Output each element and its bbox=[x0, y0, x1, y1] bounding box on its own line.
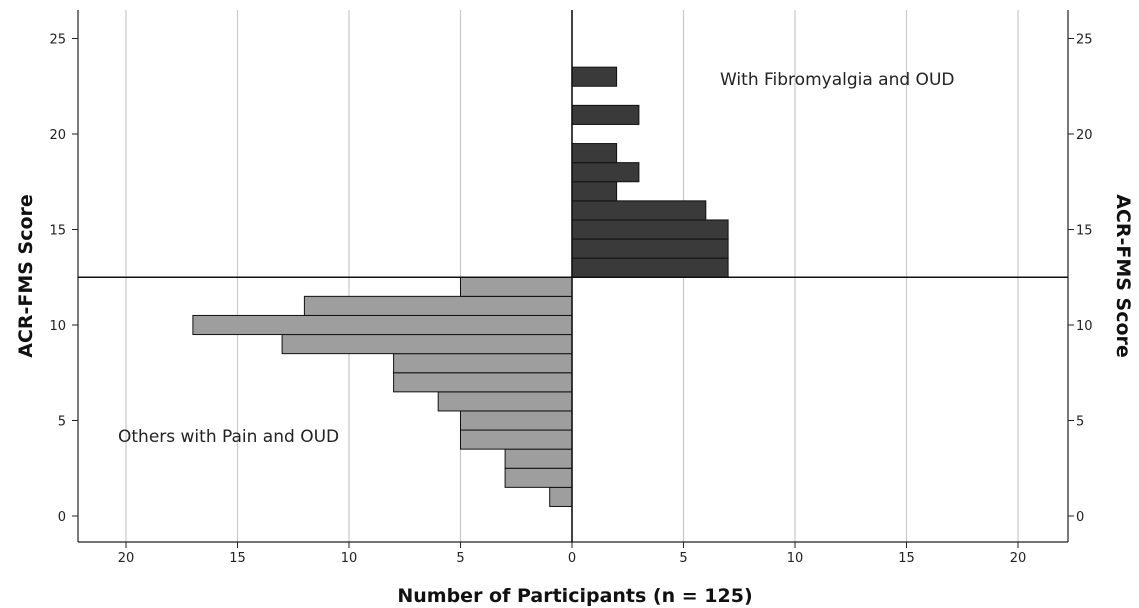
y-tick-label-left: 15 bbox=[49, 224, 66, 239]
x-tick-label: 20 bbox=[118, 551, 135, 566]
bar-fibromyalgia bbox=[571, 238, 729, 259]
bar-others bbox=[437, 391, 573, 412]
y-tick-label-right: 20 bbox=[1076, 128, 1093, 143]
bar-others bbox=[192, 314, 573, 336]
series-label-fibromyalgia: With Fibromyalgia and OUD bbox=[720, 70, 954, 90]
bar-others bbox=[549, 486, 573, 507]
x-tick-label: 20 bbox=[1010, 551, 1027, 566]
bar-others bbox=[504, 467, 573, 488]
bar-fibromyalgia bbox=[571, 162, 640, 183]
x-tick-label: 5 bbox=[679, 551, 687, 566]
y-tick-label-right: 10 bbox=[1076, 319, 1093, 334]
bars bbox=[192, 66, 729, 507]
y-tick-label-right: 15 bbox=[1076, 224, 1093, 239]
x-tick-label: 5 bbox=[456, 551, 464, 566]
x-tick-label: 15 bbox=[229, 551, 246, 566]
y-tick-label-right: 5 bbox=[1076, 415, 1084, 430]
x-tick-label: 10 bbox=[341, 551, 358, 566]
bar-others bbox=[460, 410, 573, 431]
grid bbox=[125, 10, 1019, 542]
bar-others bbox=[303, 295, 573, 316]
y-axis-label-left: ACR-FMS Score bbox=[15, 194, 37, 358]
bar-fibromyalgia bbox=[571, 200, 707, 221]
x-axis-label: Number of Participants (n = 125) bbox=[397, 585, 752, 607]
bar-others bbox=[460, 429, 573, 450]
y-tick-label-left: 0 bbox=[58, 510, 66, 525]
bar-others bbox=[460, 276, 573, 297]
series-label-others: Others with Pain and OUD bbox=[118, 427, 339, 447]
bar-others bbox=[281, 334, 573, 355]
y-tick-label-left: 25 bbox=[49, 33, 66, 48]
bar-fibromyalgia bbox=[571, 104, 640, 125]
y-tick-label-left: 20 bbox=[49, 128, 66, 143]
bar-others bbox=[393, 353, 573, 374]
y-tick-label-right: 0 bbox=[1076, 510, 1084, 525]
y-tick-label-left: 10 bbox=[49, 319, 66, 334]
y-tick-label-right: 25 bbox=[1076, 33, 1093, 48]
bar-fibromyalgia bbox=[571, 66, 618, 87]
bar-fibromyalgia bbox=[571, 219, 729, 240]
bar-fibromyalgia bbox=[571, 181, 618, 202]
plot-frame bbox=[72, 10, 1074, 548]
bar-others bbox=[393, 372, 573, 393]
y-axis-label-right: ACR-FMS Score bbox=[1112, 194, 1134, 358]
x-tick-label: 15 bbox=[898, 551, 915, 566]
bar-fibromyalgia bbox=[571, 143, 618, 164]
y-tick-label-left: 5 bbox=[58, 415, 66, 430]
tick-labels: 0 0 5 5 10 10 15 15 20 20 25 25 20 15 10 5 0 5 10 15 20 bbox=[49, 33, 1092, 567]
bar-fibromyalgia bbox=[571, 257, 729, 278]
bar-others bbox=[504, 448, 573, 469]
x-tick-label: 10 bbox=[787, 551, 804, 566]
x-tick-label: 0 bbox=[568, 551, 576, 566]
